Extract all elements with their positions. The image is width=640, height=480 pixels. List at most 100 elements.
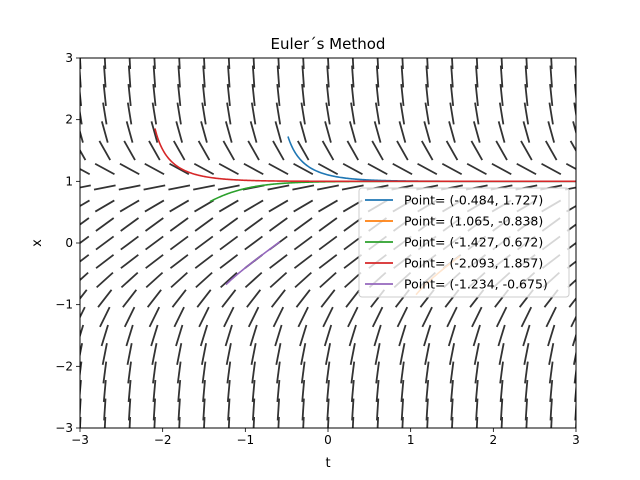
slope-segment (373, 324, 382, 347)
slope-segment (327, 58, 330, 70)
slope-segment (94, 199, 115, 213)
slope-segment (474, 83, 479, 107)
slope-segment (447, 324, 457, 347)
y-tick-label: 1 (65, 174, 73, 188)
slope-segment (150, 121, 159, 143)
slope-segment (169, 254, 189, 269)
slope-segment (93, 184, 116, 191)
slope-segment (202, 379, 206, 403)
slope-segment (243, 162, 264, 176)
slope-segment (524, 398, 529, 421)
slope-segment (450, 398, 454, 421)
slope-segment (219, 217, 239, 232)
slope-segment (475, 416, 479, 428)
slope-segment (95, 217, 115, 232)
slope-segment (441, 162, 463, 176)
slope-segment (498, 102, 505, 125)
legend-label: Point= (-2.093, 1.857) (404, 256, 543, 271)
slope-segment (302, 58, 305, 70)
slope-segment (566, 204, 576, 213)
slope-segment (148, 140, 161, 161)
slope-segment (326, 65, 330, 88)
slope-segment (224, 324, 233, 347)
slope-segment (450, 379, 454, 403)
slope-segment (244, 217, 264, 232)
slope-segment (252, 58, 256, 70)
chart-title: Euler´s Method (271, 35, 386, 53)
slope-segment (249, 324, 258, 347)
slope-segment (80, 107, 83, 125)
slope-segment (100, 121, 109, 143)
slope-segment (446, 306, 458, 328)
slope-segment (252, 416, 256, 428)
slope-segment (194, 217, 214, 232)
slope-segment (473, 343, 480, 365)
slope-segment (375, 361, 380, 384)
slope-segment (319, 271, 337, 289)
slope-segment (495, 140, 508, 161)
slope-segment (348, 324, 357, 347)
slope-segment (145, 254, 164, 269)
slope-segment (323, 324, 333, 347)
slope-segment (203, 58, 206, 70)
slope-segment (572, 349, 576, 365)
slope-segment (175, 121, 184, 143)
slope-segment (497, 121, 506, 143)
slope-segment (299, 324, 308, 347)
slope-segment (80, 128, 84, 143)
slope-segment (367, 162, 388, 176)
slope-segment (224, 121, 233, 143)
slope-segment (524, 65, 529, 88)
slope-segment (396, 306, 409, 328)
legend-label: Point= (-0.484, 1.727) (404, 193, 543, 208)
slope-segment (344, 271, 362, 289)
slope-segment (80, 199, 90, 208)
slope-segment (570, 314, 576, 328)
slope-segment (197, 140, 211, 161)
legend-label: Point= (-1.427, 0.672) (404, 235, 543, 250)
slope-segment (80, 343, 84, 359)
slope-segment (573, 83, 576, 104)
slope-segment (475, 65, 479, 88)
slope-segment (401, 58, 404, 70)
slope-segment (548, 361, 554, 384)
slope-segment (351, 416, 355, 428)
slope-segment (119, 199, 140, 213)
legend: Point= (-0.484, 1.727) Point= (1.065, -0.… (358, 187, 570, 298)
x-tick-label: −3 (71, 433, 89, 447)
slope-segment (222, 140, 235, 161)
y-tick-label: 2 (65, 113, 73, 127)
slope-segment (426, 416, 429, 428)
slope-segment (227, 58, 231, 70)
slope-segment (425, 83, 430, 107)
slope-segment (168, 184, 191, 191)
slope-segment (102, 102, 108, 125)
slope-segment (127, 65, 132, 88)
slope-segment (374, 102, 381, 125)
slope-segment (126, 102, 133, 125)
slope-segment (474, 102, 480, 125)
slope-segment (126, 343, 133, 365)
slope-segment (80, 289, 88, 300)
slope-segment (525, 58, 528, 70)
slope-segment (320, 289, 336, 308)
slope-segment (293, 235, 313, 251)
slope-segment (202, 398, 206, 421)
slope-segment (423, 324, 432, 347)
slope-segment (318, 254, 338, 269)
slope-segment (80, 235, 90, 245)
slope-segment (251, 379, 256, 403)
slope-segment (95, 235, 115, 251)
slope-segment (201, 83, 207, 107)
x-tick-label: 1 (407, 433, 415, 447)
slope-segment (226, 83, 231, 107)
legend-label: Point= (1.065, -0.838) (404, 214, 543, 229)
slope-segment (120, 217, 140, 232)
slope-segment (80, 167, 91, 176)
slope-segment (301, 83, 306, 107)
slope-segment (300, 102, 306, 125)
slope-segment (400, 65, 405, 88)
slope-segment (101, 343, 108, 365)
slope-segment (574, 380, 576, 403)
slope-segment (276, 398, 281, 421)
